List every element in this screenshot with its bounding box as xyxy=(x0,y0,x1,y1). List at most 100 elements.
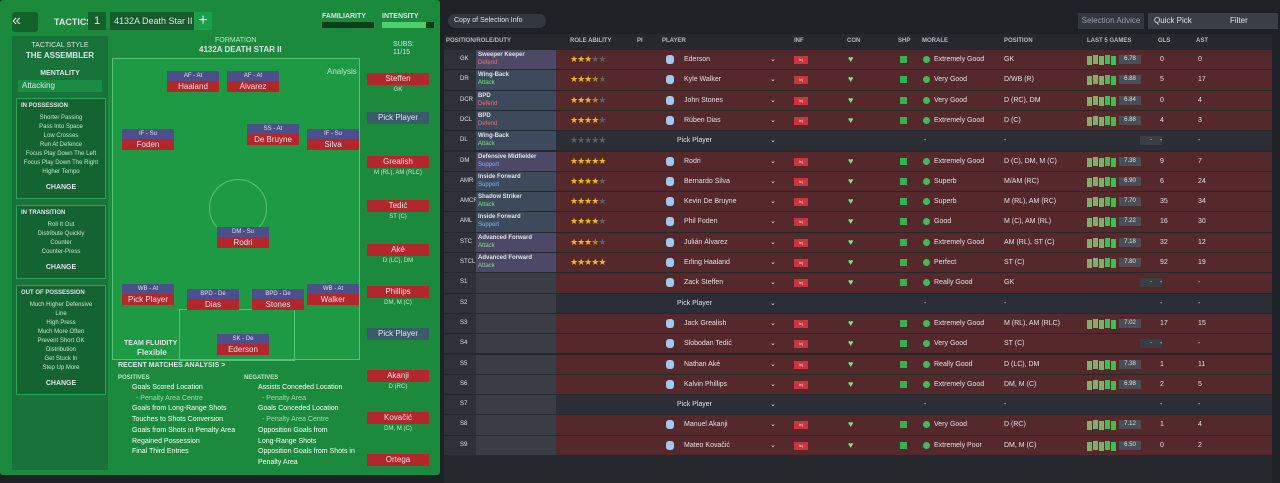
player-tag[interactable]: Ederson xyxy=(217,344,269,355)
table-row[interactable]: STCL Advanced Forward Attack ★★★★★ Erling Ha… xyxy=(444,253,1272,273)
player-tag[interactable]: Álvarez xyxy=(227,81,279,92)
morale: - xyxy=(924,299,927,307)
form-bar xyxy=(1093,318,1098,328)
player-tag[interactable]: Rodri xyxy=(217,237,269,248)
player[interactable]: Bernardo Silva xyxy=(684,177,730,185)
player-tag[interactable]: Walker xyxy=(307,294,359,305)
table-row[interactable]: AMR Inside Forward Support ★★★★★ Bernardo Si… xyxy=(444,171,1272,192)
avatar xyxy=(666,440,674,450)
table-row[interactable]: S9 Mateo Kovačić ⌄ Inj ♥ Extremely Poor DM, M … xyxy=(444,435,1272,455)
player[interactable]: Mateo Kovačić xyxy=(684,441,730,449)
player[interactable]: John Stones xyxy=(684,96,723,104)
assists: - xyxy=(1198,340,1201,348)
role-cell xyxy=(476,232,556,252)
player[interactable]: Kevin De Bruyne xyxy=(684,198,737,206)
player-tag[interactable]: Dias xyxy=(187,299,239,310)
player-tag[interactable]: De Bruyne xyxy=(247,134,299,145)
bench-player[interactable]: Phillips xyxy=(367,286,429,298)
player[interactable]: Erling Haaland xyxy=(684,259,730,266)
dropdown: ⌄ xyxy=(770,177,776,185)
bench-player[interactable]: Tedić xyxy=(367,200,429,212)
add-button[interactable]: + xyxy=(194,12,212,30)
player-tag[interactable]: Stones xyxy=(252,299,304,310)
player-tag[interactable]: Pick Player xyxy=(122,294,174,305)
player[interactable]: Rúben Dias xyxy=(684,116,721,124)
table-row[interactable]: DCL BPD Defend ★★★★★ Rúben Dias ⌄ Inj ♥ Extremel… xyxy=(444,110,1272,131)
table-row[interactable]: STC Advanced Forward Attack ★★★★★ Julián Álv… xyxy=(444,232,1272,252)
player[interactable]: Pick Player xyxy=(677,137,713,145)
analysis-title[interactable]: RECENT MATCHES ANALYSIS > xyxy=(118,362,226,369)
change-button[interactable]: CHANGE xyxy=(45,184,77,191)
sharpness xyxy=(900,56,907,63)
change-button[interactable]: CHANGE xyxy=(45,380,77,387)
quick-pick[interactable]: Quick Pick xyxy=(1148,13,1226,29)
instruction: Focus Play Down The Right xyxy=(23,160,99,166)
player[interactable]: Kalvin Phillips xyxy=(684,380,728,388)
bench-position: D (RC) xyxy=(388,384,408,390)
form-bar xyxy=(1111,76,1116,86)
position: ST (C) xyxy=(1004,340,1025,348)
position: D/WB (R) xyxy=(1004,76,1034,84)
condition: ♥ xyxy=(848,378,854,389)
bench-player[interactable]: Aké xyxy=(367,244,429,256)
table-row[interactable]: AML Inside Forward Support ★★★★★ Phil Foden ⌄… xyxy=(444,212,1272,232)
inf-badge: Inj xyxy=(794,380,808,389)
player[interactable]: Manuel Akanji xyxy=(684,421,728,429)
bench-player[interactable]: Pick Player xyxy=(367,112,429,124)
goals: 6 xyxy=(1160,177,1164,185)
table-row[interactable]: AMCR Shadow Striker Attack ★★★★★ Kevin De Br… xyxy=(444,192,1272,212)
condition: ♥ xyxy=(848,175,854,186)
player[interactable]: Slobodan Tedić xyxy=(684,340,732,348)
player[interactable]: Nathan Aké xyxy=(684,360,721,368)
player[interactable]: Phil Foden xyxy=(684,218,718,226)
table-row[interactable]: S8 Manuel Akanji ⌄ Inj ♥ Very Good D (RC) 7.12 1… xyxy=(444,415,1272,435)
table-row[interactable]: DR Wing-Back Attack ★★★★★ Kyle Walker ⌄ Inj ♥ Ve… xyxy=(444,70,1272,90)
bench-player[interactable]: Ortega xyxy=(367,454,429,466)
bench-player[interactable]: Pick Player xyxy=(367,328,429,340)
player[interactable]: Kyle Walker xyxy=(684,76,722,84)
bench-player[interactable]: Grealish xyxy=(367,156,429,168)
player[interactable]: Jack Grealish xyxy=(684,319,727,327)
player[interactable]: Ederson xyxy=(684,56,711,63)
form-bar xyxy=(1099,96,1104,106)
bench-position: M (RL), AM (RLC) xyxy=(374,170,422,176)
player[interactable]: Rodri xyxy=(684,157,701,165)
role: Sweeper Keeper xyxy=(478,52,525,58)
goals: - xyxy=(1160,137,1163,145)
player-tag[interactable]: Haaland xyxy=(167,81,219,92)
table-row[interactable]: DM Defensive Midfielder Support ★★★★★ Rodri ⌄… xyxy=(444,151,1272,171)
filter[interactable]: Filter xyxy=(1224,13,1278,29)
morale-icon xyxy=(923,76,930,84)
position: DM, M (C) xyxy=(1004,380,1037,388)
table-row[interactable]: S4 Slobodan Tedić ⌄ Inj ♥ Very Good ST (C) - - - xyxy=(444,334,1272,354)
player-tag[interactable]: Silva xyxy=(307,139,359,150)
table-row[interactable]: DL Wing-Back Attack ★★★★★ Pick Player ⌄ - - - - - xyxy=(444,131,1272,151)
change-button[interactable]: CHANGE xyxy=(45,264,77,271)
analysis-link[interactable]: Analysis xyxy=(327,67,357,76)
role-tag: WB - At xyxy=(307,284,359,294)
morale: Extremely Good xyxy=(934,116,985,124)
table-row[interactable]: GK Sweeper Keeper Defend ★★★★★ Ederson ⌄ Inj ♥ E… xyxy=(444,50,1272,70)
player[interactable]: Pick Player xyxy=(677,401,713,409)
bench-player[interactable]: Steffen xyxy=(367,73,429,85)
player[interactable]: Pick Player xyxy=(677,299,713,307)
bench-player[interactable]: Akanji xyxy=(367,370,429,382)
table-row[interactable]: S3 Jack Grealish ⌄ Inj ♥ Extremely Good M (RL)… xyxy=(444,313,1272,334)
player-tag[interactable]: Foden xyxy=(122,139,174,150)
bench-player[interactable]: Kovačić xyxy=(367,412,429,424)
table-row[interactable]: DCR BPD Defend ★★★★★ John Stones ⌄ Inj ♥ Very Go… xyxy=(444,90,1272,110)
player[interactable]: Zack Steffen xyxy=(684,279,724,287)
assists: 5 xyxy=(1198,380,1202,388)
table-row[interactable]: S5 Nathan Aké ⌄ Inj ♥ Really Good D (LC), DM 7.… xyxy=(444,354,1272,374)
table-row[interactable]: S6 Kalvin Phillips ⌄ Inj ♥ Extremely Good DM, … xyxy=(444,374,1272,395)
mentality-select[interactable]: Attacking xyxy=(18,80,102,92)
player[interactable]: Julián Álvarez xyxy=(684,238,728,246)
table-row[interactable]: S2 Pick Player ⌄ - - - - xyxy=(444,293,1272,313)
selection-advice[interactable]: Selection Advice xyxy=(1078,13,1144,29)
table-row[interactable]: S1 Zack Steffen ⌄ Inj ♥ Really Good GK - - - xyxy=(444,273,1272,293)
table-row[interactable]: S7 Pick Player ⌄ - - - - xyxy=(444,395,1272,415)
morale: Very Good xyxy=(934,96,968,104)
form-bar xyxy=(1093,258,1098,267)
view-select[interactable]: Copy of Selection Info xyxy=(448,14,546,28)
role-ability: ★★★★★ xyxy=(570,135,606,146)
